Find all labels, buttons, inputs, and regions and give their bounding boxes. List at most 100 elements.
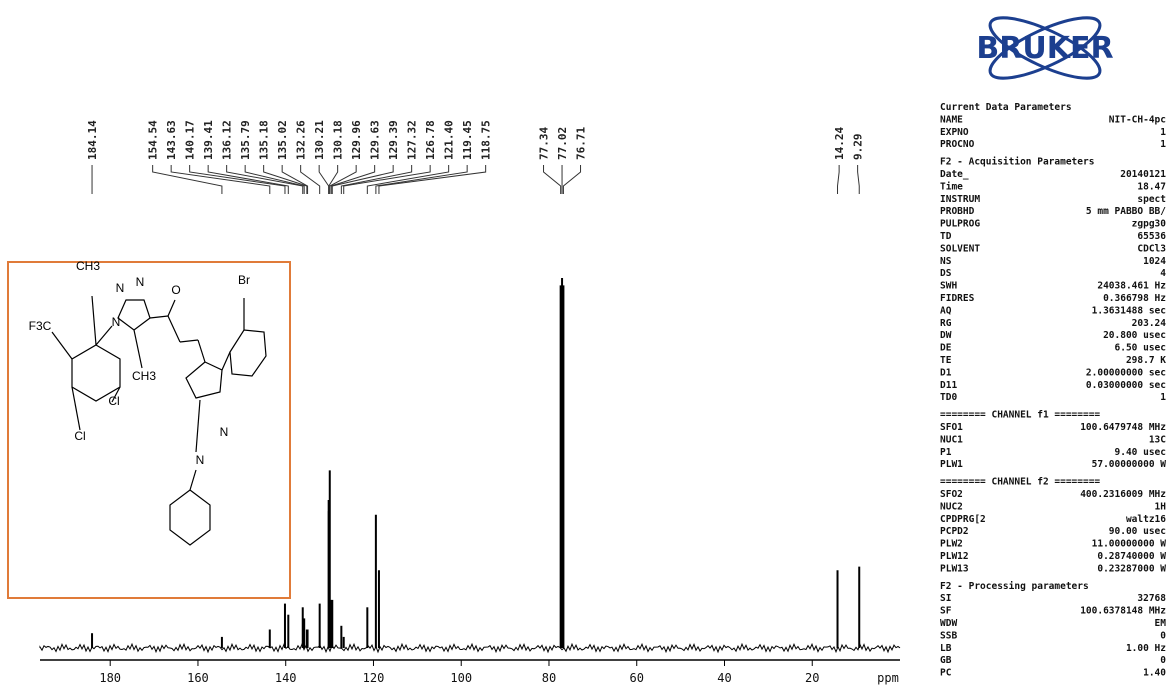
peak-label: 129.39	[387, 120, 400, 160]
param-key: TD	[940, 231, 952, 242]
peak-label: 77.02	[556, 127, 569, 160]
param-key: F2 - Acquisition Parameters	[940, 157, 1094, 168]
peak-label: 14.24	[833, 127, 846, 160]
param-key: NS	[940, 256, 952, 267]
param-key: PROBHD	[940, 206, 975, 217]
param-value: 6.50 usec	[1115, 343, 1166, 354]
peak-connector	[330, 165, 376, 194]
param-key: NUC2	[940, 501, 963, 512]
peak-label: 127.32	[406, 120, 419, 160]
param-key: PLW1	[940, 459, 963, 470]
peak-label: 77.34	[538, 127, 551, 160]
param-value: 9.40 usec	[1115, 447, 1166, 458]
peak-connector	[329, 165, 357, 194]
param-value: 1	[1160, 127, 1166, 138]
peak-connector	[189, 165, 286, 194]
param-key: F2 - Processing parameters	[940, 581, 1089, 592]
param-value: 0.28740000 W	[1097, 551, 1166, 562]
param-value: 90.00 usec	[1109, 526, 1166, 537]
x-tick-label: 20	[805, 671, 819, 685]
param-value: CDCl3	[1137, 243, 1166, 254]
peak-label: 136.12	[221, 120, 234, 160]
peak-label: 76.71	[575, 127, 588, 160]
param-value: 1.00 Hz	[1126, 643, 1166, 654]
peak-connector	[170, 165, 271, 194]
param-value: 0	[1160, 655, 1166, 666]
x-tick-label: 100	[450, 671, 472, 685]
param-key: TE	[940, 355, 952, 366]
param-value: 298.7 K	[1126, 355, 1166, 366]
peak-label: 118.75	[480, 120, 493, 160]
param-value: 1	[1160, 139, 1166, 150]
atom-label: N	[196, 453, 205, 467]
param-value: 1.40	[1143, 668, 1166, 679]
peak-label: 130.18	[332, 120, 345, 160]
param-value: 0	[1160, 630, 1166, 641]
peak-connector	[375, 165, 468, 194]
param-value: 65536	[1137, 231, 1166, 242]
param-value: 0.366798 Hz	[1103, 293, 1166, 304]
param-value: 100.6378148 MHz	[1080, 606, 1166, 617]
param-value: 32768	[1137, 593, 1166, 604]
param-key: SI	[940, 593, 951, 604]
atom-label: N	[136, 275, 145, 289]
atom-label: N	[112, 315, 121, 329]
param-key: DW	[940, 330, 952, 341]
param-key: WDW	[940, 618, 957, 629]
param-key: AQ	[940, 305, 952, 316]
param-key: EXPNO	[940, 127, 969, 138]
peak-label: 184.14	[86, 120, 99, 160]
param-key: PROCNO	[940, 139, 975, 150]
peak-connector	[300, 165, 321, 194]
param-key: NUC1	[940, 434, 963, 445]
peak-connector	[331, 165, 394, 194]
param-key: PLW13	[940, 563, 969, 574]
peak-connector	[263, 165, 308, 194]
peak-label: 132.26	[295, 120, 308, 160]
peak-label: 140.17	[184, 120, 197, 160]
param-key: NAME	[940, 114, 963, 125]
structure-frame	[7, 261, 291, 599]
param-value: 20.800 usec	[1103, 330, 1166, 341]
peak-label: 139.41	[202, 120, 215, 160]
param-value: 4	[1160, 268, 1166, 279]
param-key: ======== CHANNEL f2 ========	[940, 477, 1100, 488]
param-key: P1	[940, 447, 952, 458]
peak-connector	[343, 165, 431, 194]
param-value: 203.24	[1132, 318, 1167, 329]
atom-label: Cl	[74, 429, 85, 443]
param-value: 18.47	[1137, 181, 1166, 192]
param-key: Current Data Parameters	[940, 102, 1072, 113]
param-key: Date_	[940, 169, 969, 180]
param-key: INSTRUM	[940, 194, 980, 205]
param-value: 57.00000000 W	[1092, 459, 1167, 470]
x-tick-label: 120	[363, 671, 385, 685]
param-key: CPDPRG[2	[940, 514, 986, 525]
param-value: 5 mm PABBO BB/	[1086, 206, 1166, 217]
peak-connector	[328, 165, 339, 194]
param-key: FIDRES	[940, 293, 975, 304]
x-tick-label: 180	[99, 671, 121, 685]
param-value: spect	[1137, 194, 1166, 205]
param-key: PULPROG	[940, 219, 980, 230]
param-key: ======== CHANNEL f1 ========	[940, 410, 1100, 421]
param-value: NIT-CH-4pc	[1109, 114, 1166, 125]
param-key: SF	[940, 606, 952, 617]
logo-orbit	[988, 16, 1102, 80]
param-key: Time	[940, 181, 963, 192]
atom-label: O	[171, 283, 180, 297]
peak-connector	[340, 165, 413, 194]
param-key: PC	[940, 668, 952, 679]
param-key: RG	[940, 318, 952, 329]
structure-bonds	[51, 295, 267, 546]
param-value: 20140121	[1120, 169, 1166, 180]
param-key: D1	[940, 367, 952, 378]
peak-label: 129.63	[369, 120, 382, 160]
logo-orbit	[988, 16, 1102, 80]
peak-connector	[562, 165, 582, 194]
peak-connector	[207, 165, 289, 194]
atom-label: F3C	[29, 319, 52, 333]
x-tick-label: 40	[717, 671, 731, 685]
param-value: 24038.461 Hz	[1097, 281, 1166, 292]
param-value: waltz16	[1126, 514, 1166, 525]
